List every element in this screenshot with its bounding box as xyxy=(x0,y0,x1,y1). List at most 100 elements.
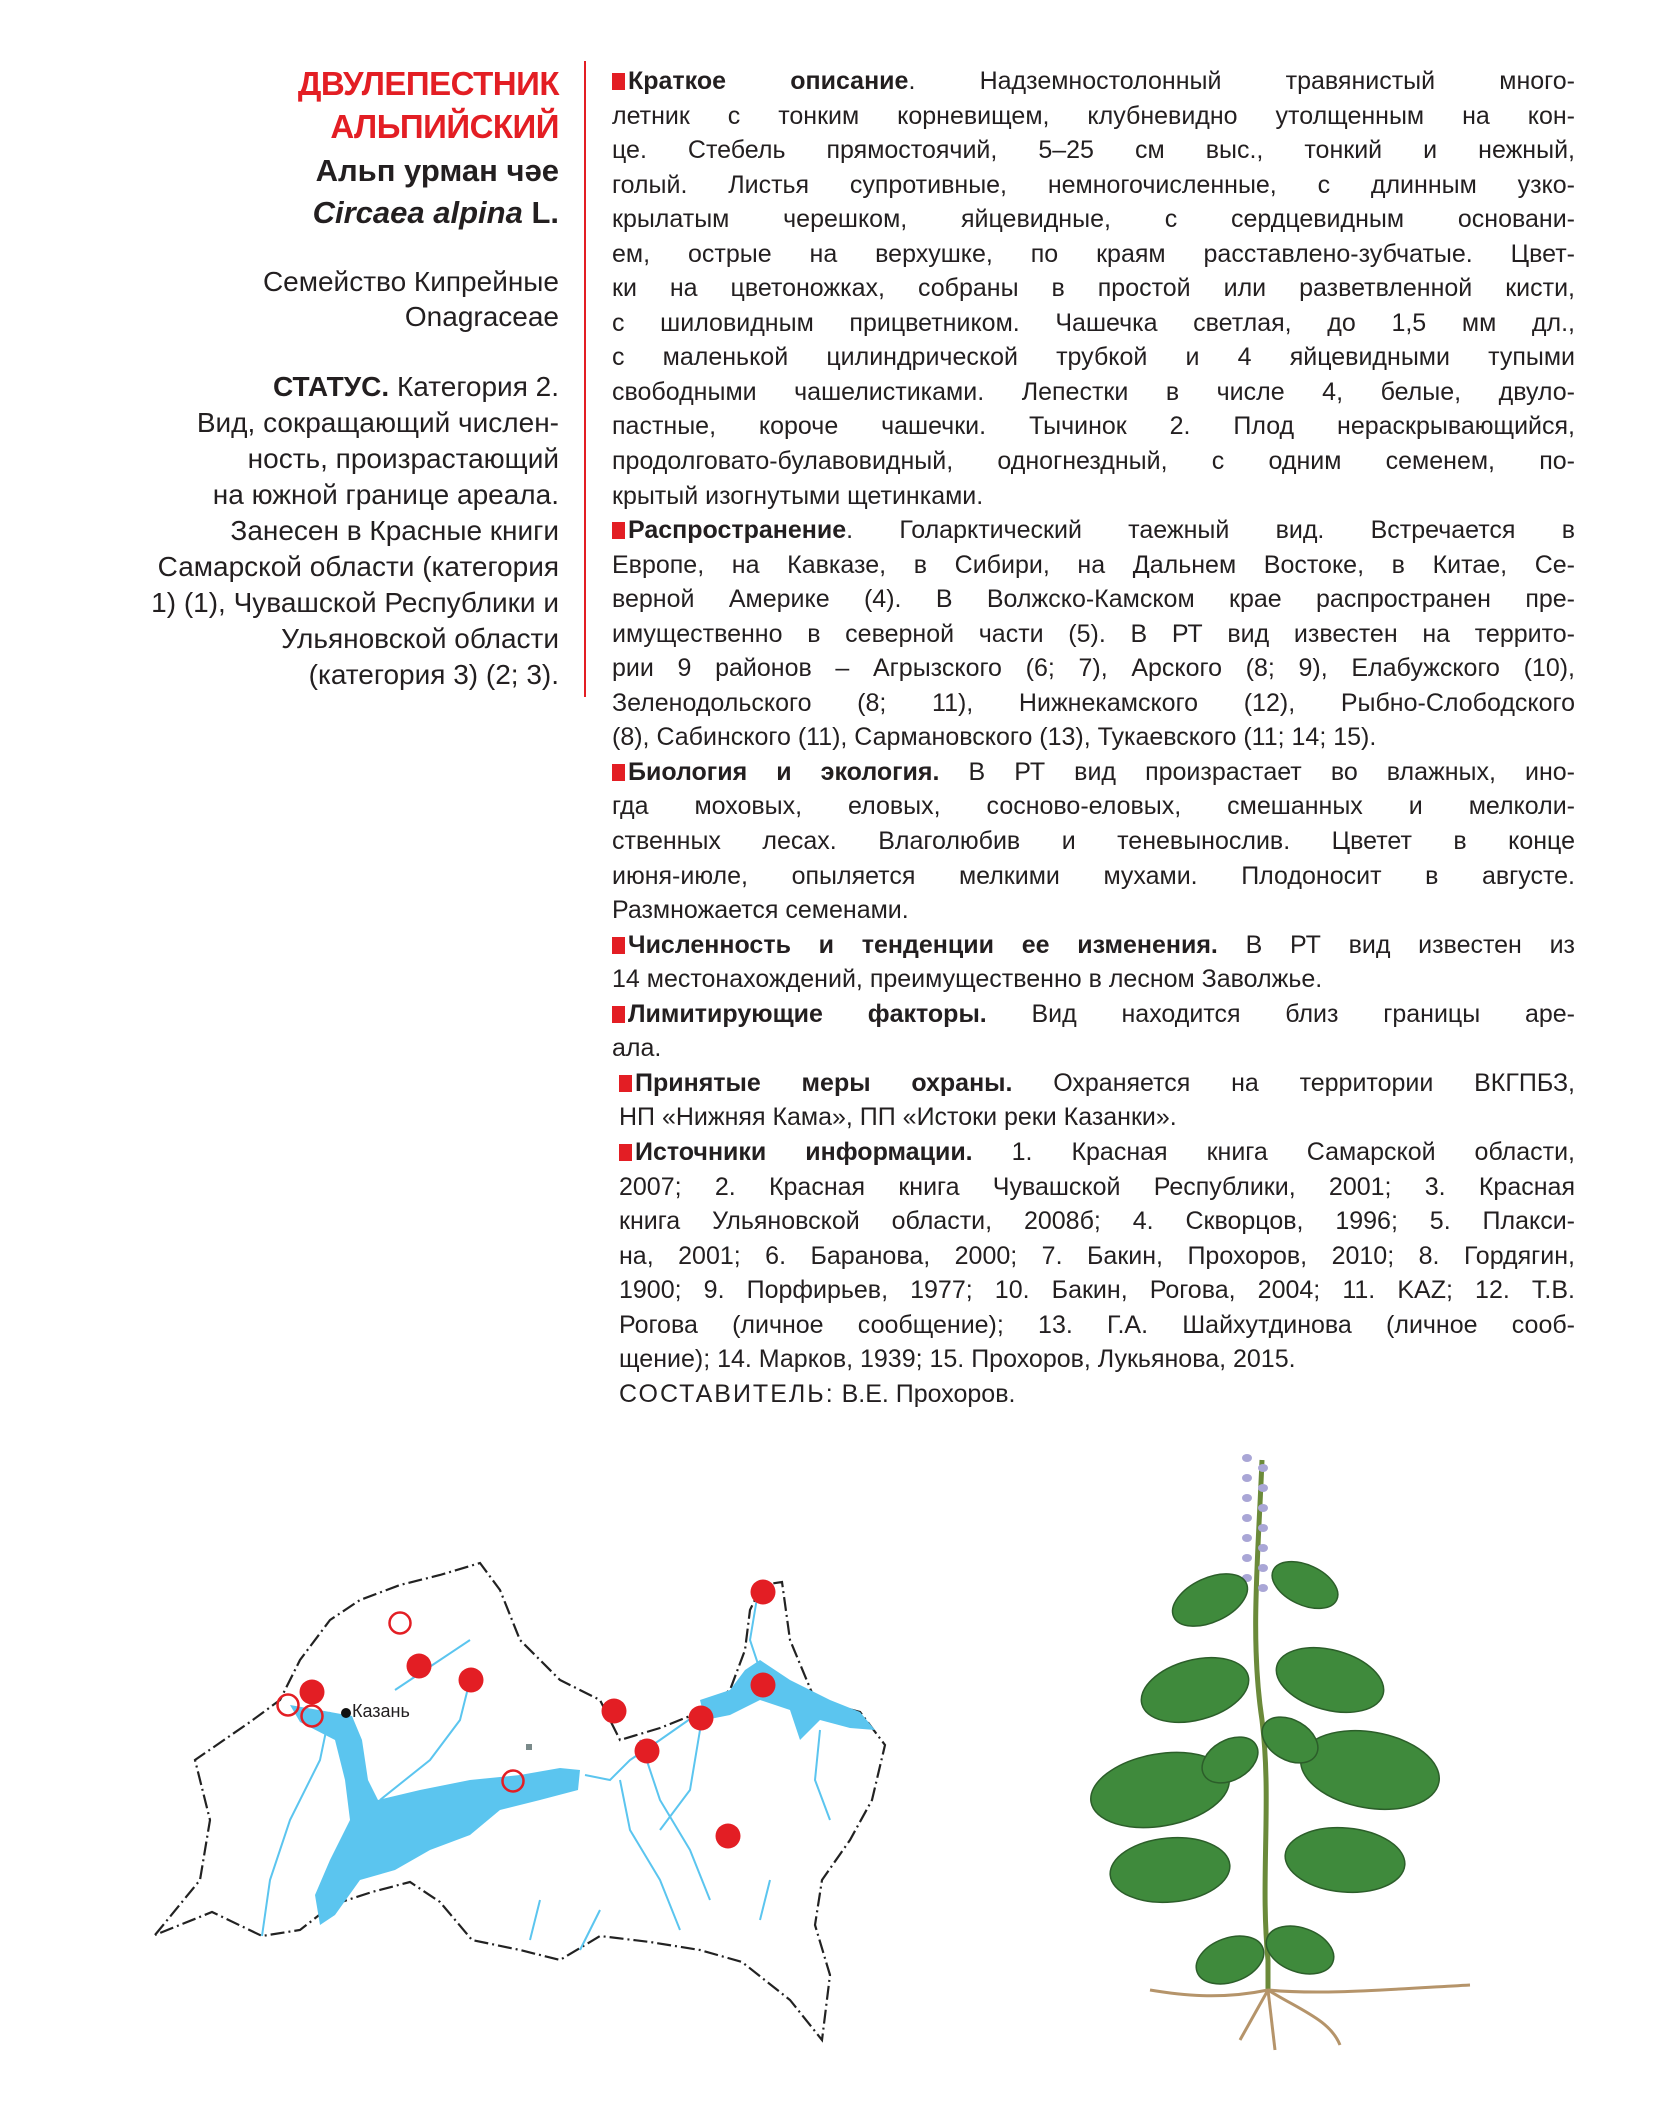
red-square-bullet-icon xyxy=(612,1005,625,1023)
section-line: продолговато-булавовидный, одногнездный,… xyxy=(612,444,1575,479)
leaf xyxy=(1275,1646,1385,1714)
family: Семейство Кипрейные Onagraceae xyxy=(90,264,559,334)
section-heading: Биология и экология. xyxy=(628,757,940,786)
locality-marker-historical xyxy=(388,1611,412,1635)
root xyxy=(1238,1989,1270,2041)
section-line: Рогова (личное сообщение); 13. Г.А. Шайх… xyxy=(612,1308,1575,1343)
section-text: Вид находится близ границы аре- xyxy=(986,999,1576,1028)
river xyxy=(261,1711,331,1937)
status-text: Ульяновской области xyxy=(281,623,559,654)
locality-marker-historical xyxy=(276,1693,300,1717)
section-line: 2007; 2. Красная книга Чувашской Республ… xyxy=(612,1170,1575,1205)
locality-marker-confirmed xyxy=(406,1653,432,1679)
root xyxy=(1267,1988,1342,2046)
river xyxy=(529,1899,541,1941)
locality-marker-confirmed xyxy=(750,1672,776,1698)
title-line-2: АЛЬПИЙСКИЙ xyxy=(330,108,559,145)
kazan-label: Казань xyxy=(352,1701,410,1721)
section-text: Размножается семенами. xyxy=(612,896,909,925)
section-line: с шиловидным прицветником. Чашечка светл… xyxy=(612,306,1575,341)
locality-marker-confirmed xyxy=(688,1705,714,1731)
section-text: 1900; 9. Порфирьев, 1977; 10. Бакин, Рог… xyxy=(619,1276,1575,1305)
reserve-marker xyxy=(526,1744,532,1750)
author-label: СОСТАВИТЕЛЬ: xyxy=(619,1379,835,1408)
leaf xyxy=(1261,1716,1319,1764)
leaf xyxy=(1109,1836,1231,1904)
status-line: 1) (1), Чувашской Республики и xyxy=(90,585,559,621)
leaf xyxy=(1090,1751,1230,1829)
author-name: В.Е. Прохоров. xyxy=(834,1379,1016,1408)
status-text: ность, произрастающий xyxy=(247,443,559,474)
section-line: 1900; 9. Порфирьев, 1977; 10. Бакин, Рог… xyxy=(612,1273,1575,1308)
section-line: на, 2001; 6. Баранова, 2000; 7. Бакин, П… xyxy=(612,1239,1575,1274)
section-text: ем, острые на верхушке, по краям расстав… xyxy=(612,239,1575,268)
section-text: пастные, короче чашечки. Тычинок 2. Плод… xyxy=(612,412,1575,441)
flower-bud xyxy=(1242,1454,1252,1462)
section-heading: Принятые меры охраны. xyxy=(635,1068,1013,1097)
river xyxy=(639,1739,711,1901)
red-square-bullet-icon xyxy=(619,1074,632,1092)
section-text: В РТ вид известен из xyxy=(1217,930,1576,959)
section-line: рии 9 районов – Агрызского (6; 7), Арско… xyxy=(612,651,1575,686)
river xyxy=(394,1639,471,1691)
author-line: СОСТАВИТЕЛЬ: В.Е. Прохоров. xyxy=(612,1377,1575,1412)
section-text: летник с тонким корневищем, клубневидно … xyxy=(612,101,1575,130)
status-line: Самарской области (категория xyxy=(90,549,559,585)
family-ru: Семейство Кипрейные xyxy=(262,266,559,297)
status-line: (категория 3) (2; 3). xyxy=(90,657,559,693)
status-text: 1) (1), Чувашской Республики и xyxy=(151,587,559,618)
section-text: крылатым черешком, яйцевидные, с сердцев… xyxy=(612,205,1575,234)
locality-marker-confirmed xyxy=(715,1823,741,1849)
section-line: Источники информации. 1. Красная книга С… xyxy=(612,1135,1575,1170)
section-line: крылатым черешком, яйцевидные, с сердцев… xyxy=(612,202,1575,237)
locality-marker-confirmed xyxy=(601,1698,627,1724)
section-text: имущественно в северной части (5). В РТ … xyxy=(612,619,1575,648)
latin-binomial: Circaea alpina xyxy=(312,195,523,230)
section-text: ки на цветоножках, собраны в простой или… xyxy=(612,274,1575,303)
leaf xyxy=(1195,1935,1265,1985)
section-text: рии 9 районов – Агрызского (6; 7), Арско… xyxy=(612,654,1575,683)
status-line: СТАТУС. Категория 2. xyxy=(90,369,559,405)
section-text: 14 местонахождений, преимущественно в ле… xyxy=(612,965,1323,994)
locality-marker-historical xyxy=(300,1704,324,1728)
flower-bud xyxy=(1242,1574,1252,1582)
section-line: имущественно в северной части (5). В РТ … xyxy=(612,617,1575,652)
section-text: (8), Сабинского (11), Сармановского (13)… xyxy=(612,723,1377,752)
leaf xyxy=(1201,1736,1259,1784)
status-text: Самарской области (категория xyxy=(157,551,559,582)
flower-bud xyxy=(1242,1514,1252,1522)
section-line: ки на цветоножках, собраны в простой или… xyxy=(612,271,1575,306)
section-text: Рогова (личное сообщение); 13. Г.А. Шайх… xyxy=(619,1310,1575,1339)
section-text: с маленькой цилиндрической трубкой и 4 я… xyxy=(612,343,1575,372)
locality-marker-confirmed xyxy=(634,1738,660,1764)
section-text: В РТ вид произрастает во влажных, ино- xyxy=(939,757,1575,786)
section-heading: Численность и тенденции ее изменения. xyxy=(628,930,1218,959)
section-text: . Голарктический таежный вид. Встречаетс… xyxy=(846,516,1575,545)
locality-marker-confirmed xyxy=(458,1667,484,1693)
flower-bud xyxy=(1242,1554,1252,1562)
flower-bud xyxy=(1242,1494,1252,1502)
section-line: Размножается семенами. xyxy=(612,893,1575,928)
locality-marker-historical xyxy=(501,1769,525,1793)
section-line: свободными чашелистиками. Лепестки в чис… xyxy=(612,375,1575,410)
section-text: Охраняется на территории ВКГПБЗ, xyxy=(1012,1068,1575,1097)
flower-bud xyxy=(1258,1524,1268,1532)
river xyxy=(379,1679,471,1801)
section-line: 14 местонахождений, преимущественно в ле… xyxy=(612,962,1575,997)
status-line: Вид, сокращающий числен- xyxy=(90,405,559,441)
flower-bud xyxy=(1258,1584,1268,1592)
leaf xyxy=(1265,1925,1335,1975)
section-text: голый. Листья супротивные, немногочислен… xyxy=(612,170,1575,199)
species-name-ru: ДВУЛЕПЕСТНИК АЛЬПИЙСКИЙ xyxy=(90,62,560,148)
leaf xyxy=(1171,1573,1249,1627)
species-description: Краткое описание. Надземностолонный трав… xyxy=(612,64,1575,1411)
family-latin: Onagraceae xyxy=(404,301,559,332)
section-text: июня-июле, опыляется мелкими мухами. Пло… xyxy=(612,861,1575,890)
section-line: Принятые меры охраны. Охраняется на терр… xyxy=(612,1066,1575,1101)
species-name-tatar: Альп урман чәе xyxy=(315,153,559,188)
section-text: гда моховых, еловых, сосново-еловых, сме… xyxy=(612,792,1575,821)
flower-bud xyxy=(1258,1544,1268,1552)
red-square-bullet-icon xyxy=(612,522,625,540)
section-line: Численность и тенденции ее изменения. В … xyxy=(612,928,1575,963)
section-line: книга Ульяновской области, 2008б; 4. Скв… xyxy=(612,1204,1575,1239)
